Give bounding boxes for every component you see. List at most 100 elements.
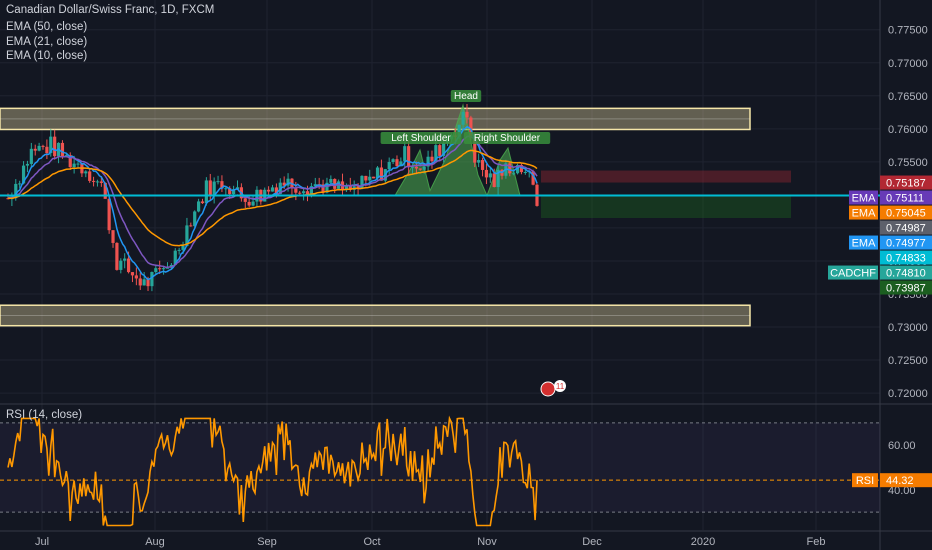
tag-label-2: EMA <box>852 208 877 220</box>
candle-body-88 <box>177 249 181 251</box>
time-label-3: Oct <box>363 536 380 548</box>
candle-body-78 <box>158 268 162 270</box>
ema10-legend[interactable]: EMA (10, close) <box>6 50 88 62</box>
tag-value-bg-6 <box>880 265 932 280</box>
candle-body-174 <box>344 185 349 191</box>
tag-value-bg-0 <box>880 175 932 190</box>
time-label-5: Dec <box>582 536 602 548</box>
tag-value-6: 0.74810 <box>886 268 926 280</box>
tag-value-bg-4 <box>880 235 932 250</box>
candle-body-242 <box>477 160 481 163</box>
tag-label-6: CADCHF <box>830 268 876 280</box>
candle-body-266 <box>523 172 527 174</box>
candle-body-42 <box>88 171 92 181</box>
candle-body-70 <box>142 279 146 286</box>
candle-body-224 <box>442 142 446 156</box>
time-label-7: Feb <box>807 536 826 548</box>
tag-value-7: 0.73987 <box>886 283 926 295</box>
resistance-zone <box>0 107 751 131</box>
time-label-4: Nov <box>477 536 497 548</box>
tag-value-1: 0.75111 <box>886 193 924 205</box>
candle-body-148 <box>294 188 298 193</box>
candle-body-134 <box>267 189 271 192</box>
pattern-annotations: Head Left Shoulder Right Shoulder <box>380 90 551 144</box>
right-shoulder-label-bg <box>463 132 551 144</box>
candle-body-162 <box>321 184 325 193</box>
ema21-line <box>7 135 538 268</box>
price-tick-2: 0.76500 <box>888 91 928 103</box>
candle-body-32 <box>68 155 72 168</box>
candle-body-102 <box>204 180 208 204</box>
tag-value-2: 0.75045 <box>886 208 926 220</box>
event-count: 11 <box>556 382 565 391</box>
candle-body-186 <box>368 176 372 181</box>
candle-body-188 <box>372 176 376 179</box>
candle-body-108 <box>216 181 220 183</box>
candle-body-48 <box>99 181 103 183</box>
tag-label-bg-4 <box>849 235 878 250</box>
ema-lines <box>0 125 880 281</box>
candle-body-18 <box>41 145 45 147</box>
candle-body-44 <box>91 180 96 182</box>
candle-body-0 <box>6 198 10 200</box>
head-label-bg <box>450 90 482 102</box>
ema50-legend[interactable]: EMA (50, close) <box>6 21 88 33</box>
rsi-pane <box>0 415 880 527</box>
candle-body-260 <box>512 173 516 175</box>
candle-body-112 <box>224 188 228 190</box>
rsi-legend[interactable]: RSI (14, close) <box>6 409 83 421</box>
short-position-tool[interactable] <box>541 170 791 219</box>
rsi-tag-value: 44.32 <box>886 475 914 487</box>
candle-body-40 <box>84 171 88 174</box>
price-tick-3: 0.76000 <box>888 124 928 136</box>
ema21-legend[interactable]: EMA (21, close) <box>6 36 88 48</box>
candle-body-252 <box>496 169 500 188</box>
candle-body-220 <box>434 145 438 162</box>
candle-body-96 <box>193 211 197 227</box>
tag-value-bg-2 <box>880 205 932 220</box>
candle-body-222 <box>438 145 442 156</box>
price-tick-4: 0.75500 <box>888 157 928 169</box>
candle-body-142 <box>282 182 286 186</box>
candle-body-24 <box>53 136 57 157</box>
candle-body-182 <box>360 175 364 189</box>
candle-body-62 <box>126 258 131 273</box>
candle-body-106 <box>212 181 216 197</box>
candle-body-36 <box>76 163 80 165</box>
price-tick-10: 0.72500 <box>888 355 928 367</box>
candle-body-72 <box>146 279 150 287</box>
candle-body-86 <box>173 250 177 265</box>
time-label-1: Aug <box>145 536 165 548</box>
rsi-tick-1: 40.00 <box>888 485 916 497</box>
candle-body-76 <box>154 268 158 273</box>
candle-body-90 <box>181 245 185 250</box>
candle-body-138 <box>274 187 278 195</box>
candle-body-28 <box>60 142 65 157</box>
candle-body-64 <box>130 272 135 276</box>
candle-body-190 <box>375 167 380 179</box>
event-icon <box>540 381 556 397</box>
axes: 0.77500 0.77000 0.76500 0.76000 0.75500 0.750… <box>35 25 928 548</box>
time-label-0: Jul <box>35 536 49 548</box>
price-tick-9: 0.73000 <box>888 322 928 334</box>
candle-body-192 <box>379 167 384 181</box>
candle-body-176 <box>348 185 352 190</box>
candle-body-6 <box>18 183 22 185</box>
candle-body-46 <box>95 181 100 183</box>
candle-body-204 <box>403 146 407 162</box>
candle-body-82 <box>165 267 170 269</box>
candle-body-116 <box>232 189 236 195</box>
symbol-title[interactable]: Canadian Dollar/Swiss Franc, 1D, FXCM <box>6 4 215 16</box>
candle-body-104 <box>208 180 212 197</box>
candle-body-210 <box>414 166 419 169</box>
tag-value-4: 0.74977 <box>886 238 926 250</box>
candle-body-8 <box>21 165 26 184</box>
economic-event-marker[interactable]: 11 <box>540 380 566 397</box>
price-tick-11: 0.72000 <box>888 388 928 400</box>
candle-body-10 <box>25 163 30 166</box>
candle-body-68 <box>138 278 142 286</box>
candle-body-154 <box>305 191 310 195</box>
candle-body-240 <box>473 137 477 163</box>
candle-body-58 <box>119 260 123 270</box>
